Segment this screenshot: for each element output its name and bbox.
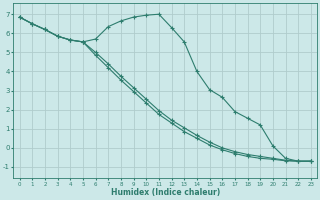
X-axis label: Humidex (Indice chaleur): Humidex (Indice chaleur) (111, 188, 220, 197)
